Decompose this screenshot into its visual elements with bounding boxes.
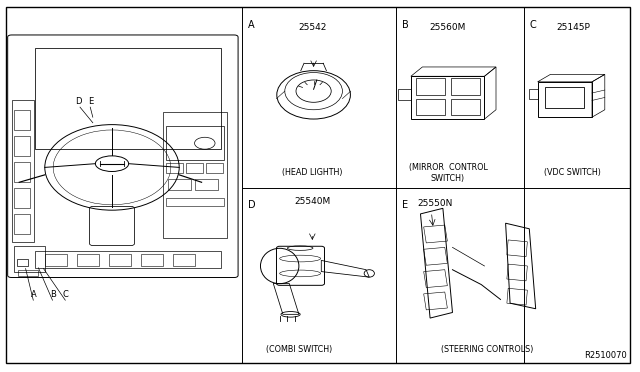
Bar [141, 254, 163, 266]
Text: A: A [248, 20, 255, 30]
Bar [14, 162, 30, 182]
Text: C: C [63, 291, 68, 299]
Bar [538, 82, 592, 117]
Text: (STEERING CONTROLS): (STEERING CONTROLS) [442, 345, 534, 354]
Bar [166, 126, 224, 160]
Bar [451, 99, 480, 115]
Bar [416, 78, 445, 95]
Text: (HEAD LIGHTH): (HEAD LIGHTH) [282, 169, 342, 177]
Bar [77, 254, 99, 266]
Text: E: E [402, 200, 408, 210]
Bar [14, 188, 30, 208]
Bar [173, 254, 195, 266]
Text: (VDC SWITCH): (VDC SWITCH) [545, 169, 601, 177]
Text: (MIRROR  CONTROL
SWITCH): (MIRROR CONTROL SWITCH) [408, 163, 488, 183]
Text: A: A [31, 291, 36, 299]
Text: (COMBI SWITCH): (COMBI SWITCH) [266, 345, 333, 354]
Bar [14, 246, 45, 272]
Bar [18, 270, 38, 276]
Text: D: D [76, 97, 82, 106]
Bar [14, 214, 30, 234]
Bar [35, 48, 221, 149]
Text: 25542: 25542 [298, 23, 326, 32]
Bar [166, 163, 183, 173]
Text: 25540M: 25540M [294, 198, 330, 206]
Text: B: B [50, 291, 56, 299]
Text: 25145P: 25145P [556, 23, 589, 32]
Bar [411, 76, 484, 119]
Text: C: C [530, 20, 537, 30]
Text: 25560M: 25560M [430, 23, 466, 32]
Bar [416, 99, 445, 115]
Bar [35, 251, 221, 268]
Bar [17, 259, 28, 266]
Bar [12, 100, 34, 242]
Bar [545, 87, 584, 108]
Bar [186, 163, 203, 173]
Bar [166, 198, 224, 206]
Bar [398, 89, 411, 100]
Bar [168, 179, 191, 190]
Bar [529, 89, 538, 99]
Bar [109, 254, 131, 266]
Bar [451, 78, 480, 95]
Bar [14, 110, 30, 130]
Bar [14, 136, 30, 156]
Text: D: D [248, 200, 256, 210]
Text: E: E [88, 97, 93, 106]
Text: 25550N: 25550N [417, 199, 453, 208]
Bar [45, 254, 67, 266]
Bar [163, 112, 227, 238]
Text: R2510070: R2510070 [584, 351, 627, 360]
Bar [206, 163, 223, 173]
Bar [195, 179, 218, 190]
Text: B: B [402, 20, 409, 30]
